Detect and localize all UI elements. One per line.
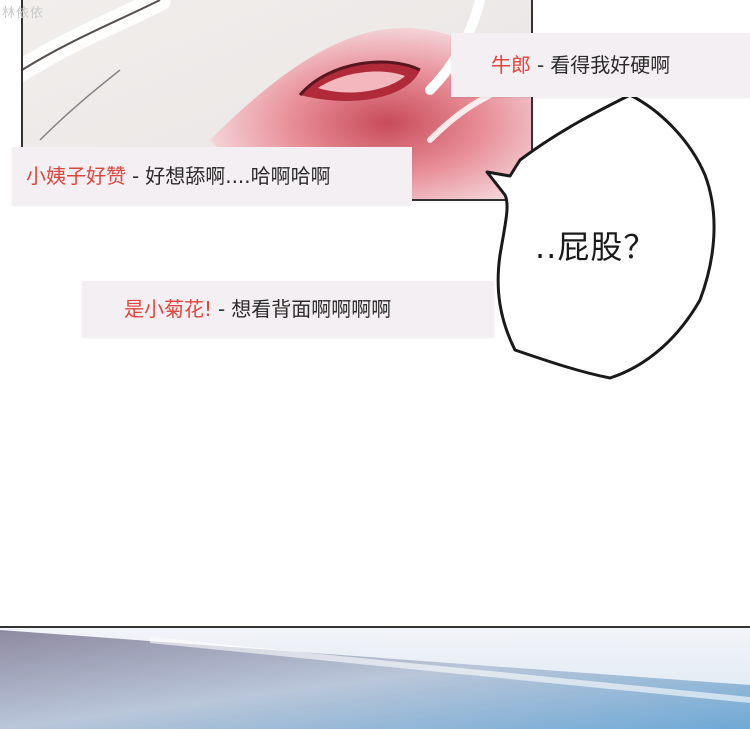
comment-message: 想看背面啊啊啊啊 — [231, 297, 392, 321]
speech-bubble-text: ..屁股？ — [535, 228, 657, 266]
comment-separator: - — [218, 297, 226, 321]
watermark-text: 林依依 — [2, 6, 45, 21]
tongue-shape — [318, 71, 405, 93]
comment-username[interactable]: 牛郎 — [491, 53, 531, 77]
comment-username[interactable]: 是小菊花! — [124, 297, 213, 321]
comment-bar: 小姨子好赞 - 好想舔啊....哈啊哈啊 — [12, 147, 412, 205]
bottom-panel-art — [0, 626, 750, 729]
comment-message: 好想舔啊....哈啊哈啊 — [145, 164, 331, 188]
comment-bar: 是小菊花! - 想看背面啊啊啊啊 — [82, 281, 494, 337]
comment-bar: 牛郎 - 看得我好硬啊 — [451, 33, 750, 97]
comment-username[interactable]: 小姨子好赞 — [26, 164, 126, 188]
comment-separator: - — [537, 53, 545, 77]
comment-separator: - — [132, 164, 140, 188]
comment-message: 看得我好硬啊 — [550, 53, 671, 77]
